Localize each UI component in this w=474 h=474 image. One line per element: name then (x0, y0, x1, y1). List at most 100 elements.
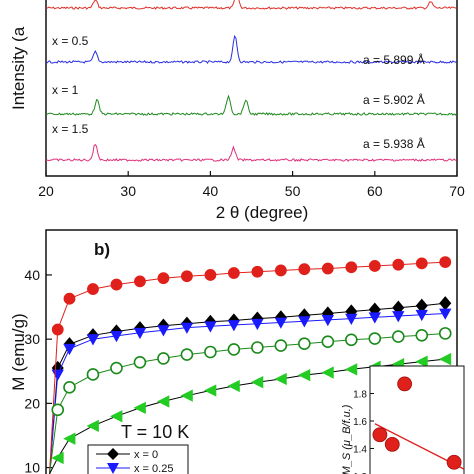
xrd-x-ticks: 20 30 40 50 60 70 (38, 171, 465, 199)
mag-point-s4 (344, 363, 358, 376)
xrd-x-tick-label: 50 (285, 183, 301, 199)
temperature-annotation: T = 10 K (121, 422, 189, 442)
mag-point-s2 (392, 258, 405, 271)
legend-box (87, 444, 189, 474)
mag-point-s4 (51, 451, 64, 465)
mag-point-s3 (415, 329, 429, 342)
inset-y-tick-label: 1.8 (353, 390, 367, 401)
mag-point-s2 (181, 270, 193, 283)
mag-point-s2 (439, 256, 452, 269)
mag-y-tick-label: 10 (24, 460, 40, 474)
mag-point-s4 (415, 355, 428, 368)
xrd-panel: 20 30 40 50 60 70 Intensity (a 2 θ (degree) x… (9, 0, 465, 222)
mag-point-s2 (51, 323, 64, 336)
mag-point-s1 (180, 322, 194, 334)
mag-point-s4 (157, 395, 170, 408)
mag-point-s2 (345, 261, 358, 274)
mag-point-s4 (86, 419, 99, 432)
mag-point-s3 (204, 345, 217, 359)
inset-point (397, 376, 413, 392)
mag-point-s3 (438, 327, 452, 340)
magnetization-panel: 10 20 30 40 M (emu/g) b) T = 10 K x = 0 x =… (9, 229, 465, 474)
mag-point-s3 (227, 343, 241, 356)
mag-point-s2 (134, 275, 146, 288)
mag-point-s3 (251, 341, 264, 354)
xrd-lattice-1-5: a = 5.938 Å (363, 136, 425, 151)
inset-point (384, 436, 400, 452)
mag-point-s2 (204, 269, 217, 281)
inset-y-ticks: 1.2 1.4 1.6 1.8 (353, 390, 374, 474)
legend-label-x025: x = 0.25 (134, 463, 173, 474)
mag-point-s4 (133, 401, 146, 415)
xrd-trace-2 (45, 94, 457, 116)
mag-point-s2 (415, 257, 428, 270)
mag-y-tick-label: 40 (24, 267, 40, 283)
mag-point-s1 (86, 334, 100, 346)
xrd-x-tick-label: 60 (367, 183, 383, 199)
mag-point-s4 (227, 379, 240, 393)
mag-point-s2 (227, 267, 240, 279)
inset: 1.2 1.4 1.6 1.8 M_S (μ_B/f.u.) (341, 365, 465, 474)
mag-series (49, 256, 452, 474)
mag-point-s4 (63, 432, 76, 445)
legend-marker-x025 (107, 463, 119, 474)
mag-point-s1 (157, 325, 170, 337)
inset-point (446, 454, 462, 470)
mag-point-s2 (157, 272, 170, 285)
legend-label-x0: x = 0 (134, 449, 158, 461)
mag-y-axis-title: M (emu/g) (9, 313, 28, 390)
mag-point-s3 (51, 403, 65, 417)
mag-point-s1 (251, 318, 264, 331)
mag-point-s1 (321, 314, 335, 327)
mag-point-s3 (180, 348, 194, 361)
xrd-plot-frame (45, 0, 458, 177)
mag-point-s2 (63, 292, 76, 305)
xrd-trace-0 (45, 0, 457, 10)
mag-y-tick-label: 30 (24, 331, 40, 347)
mag-y-tick-label: 20 (24, 395, 40, 411)
mag-point-s1 (345, 313, 358, 325)
inset-point (372, 427, 388, 443)
mag-point-s0 (439, 296, 452, 311)
mag-point-s4 (321, 366, 334, 379)
mag-point-s2 (87, 283, 99, 295)
mag-point-s3 (63, 381, 76, 394)
inset-y-tick-label: 1.2 (353, 472, 367, 474)
mag-point-s2 (321, 262, 334, 275)
mag-point-s4 (180, 389, 193, 402)
mag-point-s3 (391, 330, 405, 343)
xrd-label-x-1: x = 1 (52, 83, 79, 97)
xrd-trace-3 (45, 143, 457, 162)
mag-point-s3 (321, 335, 335, 349)
xrd-traces (45, 0, 457, 162)
mag-point-s2 (274, 264, 287, 277)
mag-point-s3 (110, 361, 123, 375)
mag-point-s4 (274, 372, 287, 386)
xrd-x-tick-label: 20 (38, 183, 54, 199)
mag-point-s4 (204, 384, 217, 397)
xrd-label-x-1-5: x = 1.5 (52, 122, 89, 136)
mag-point-s3 (86, 368, 100, 381)
xrd-x-tick-label: 70 (449, 183, 465, 199)
panel-label-b: b) (94, 240, 110, 259)
mag-point-s3 (133, 355, 147, 369)
xrd-trace-1 (45, 34, 457, 64)
xrd-y-axis-title: Intensity (a (9, 26, 28, 110)
xrd-label-x-0-5: x = 0.5 (52, 34, 89, 48)
mag-point-s1 (298, 316, 311, 328)
xrd-x-tick-label: 30 (120, 183, 136, 199)
mag-point-s3 (157, 352, 170, 365)
inset-frame (369, 365, 465, 474)
mag-point-s4 (297, 368, 311, 382)
mag-point-s1 (439, 308, 452, 320)
mag-point-s3 (345, 333, 358, 347)
xrd-lattice-0-5: a = 5.899 Å (363, 52, 425, 67)
mag-point-s4 (110, 410, 123, 423)
legend-marker-x0 (107, 448, 119, 460)
mag-point-s4 (250, 376, 264, 389)
xrd-x-axis-title: 2 θ (degree) (216, 203, 309, 222)
mag-point-s2 (251, 265, 264, 278)
mag-point-s1 (392, 311, 405, 323)
mag-point-s1 (227, 320, 241, 332)
